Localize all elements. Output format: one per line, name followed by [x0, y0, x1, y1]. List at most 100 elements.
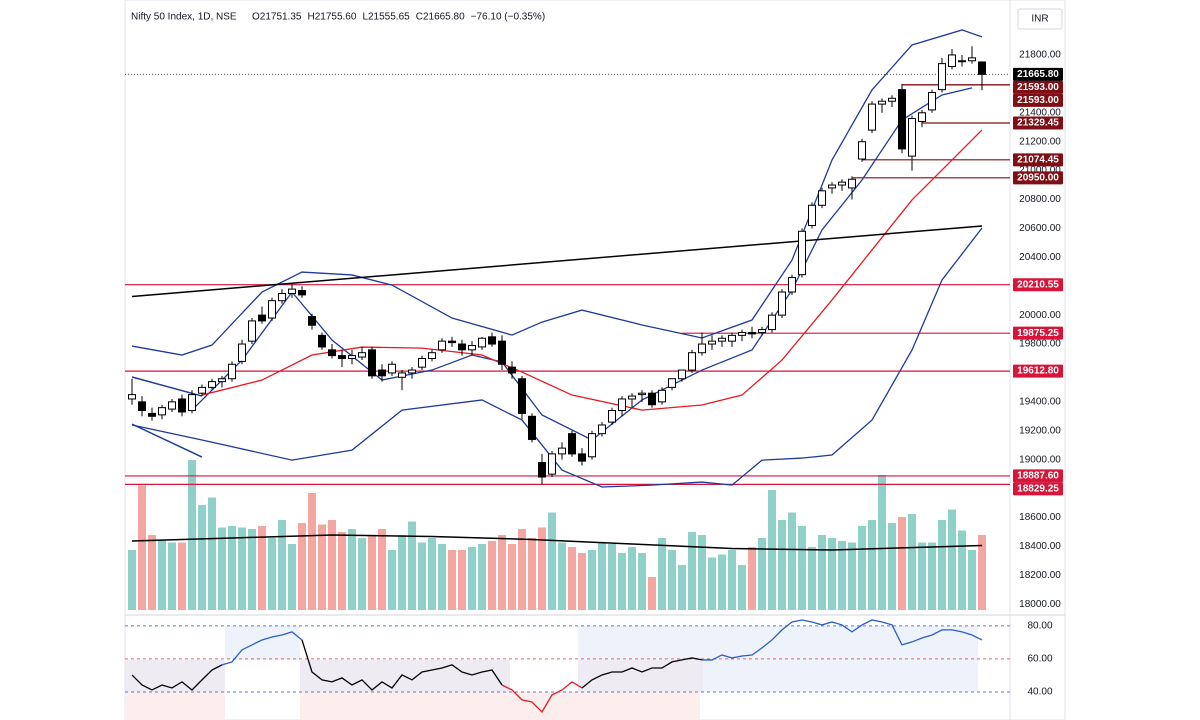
- candle-body: [848, 178, 856, 189]
- volume-bar: [128, 550, 136, 610]
- candle-body: [298, 290, 306, 296]
- volume-bar: [408, 521, 416, 610]
- volume-bar: [348, 529, 356, 610]
- volume-bar: [848, 542, 856, 610]
- candle-body: [388, 363, 396, 374]
- volume-bar: [908, 514, 916, 610]
- candle-body: [418, 357, 426, 368]
- candle-body: [468, 344, 476, 351]
- candle-body: [368, 349, 376, 377]
- volume-bar: [558, 542, 566, 610]
- candle-body: [238, 343, 246, 362]
- level-tag: 19612.80: [1017, 366, 1059, 377]
- volume-bar: [508, 544, 516, 610]
- candle-body: [828, 184, 836, 189]
- volume-bar: [288, 544, 296, 610]
- candle-body: [658, 389, 666, 403]
- volume-bar: [498, 535, 506, 610]
- rsi-tick-label: 40.00: [1027, 687, 1052, 698]
- volume-bar: [448, 550, 456, 610]
- rsi-shade: [703, 660, 978, 692]
- level-tag-bg: [1013, 171, 1063, 185]
- rsi-tick-label: 60.00: [1027, 654, 1052, 665]
- y-tick-label: 18600.00: [1019, 512, 1061, 523]
- volume-bar: [538, 527, 546, 610]
- candle-body: [168, 401, 176, 410]
- volume-bar: [568, 547, 576, 610]
- volume-bar: [828, 538, 836, 610]
- candle-body: [868, 103, 876, 131]
- volume-bar: [318, 524, 326, 610]
- rsi-shade: [300, 692, 700, 720]
- candle-body: [308, 316, 316, 326]
- y-tick-label: 21200.00: [1019, 136, 1061, 147]
- candle-body: [488, 336, 496, 345]
- volume-bar: [468, 547, 476, 610]
- candle-body: [698, 343, 706, 354]
- volume-bar: [548, 512, 556, 610]
- volume-bar: [858, 526, 866, 610]
- level-tag-bg: [1013, 116, 1063, 130]
- candle-body: [478, 337, 486, 348]
- volume-bar: [888, 523, 896, 610]
- candle-body: [358, 352, 366, 358]
- candle-body: [888, 97, 896, 102]
- currency-box[interactable]: [1017, 8, 1063, 30]
- candle-body: [158, 407, 166, 416]
- candle-body: [518, 378, 526, 414]
- volume-bar: [398, 535, 406, 610]
- y-tick-label: 20800.00: [1019, 194, 1061, 205]
- rsi-line: [301, 639, 503, 691]
- rsi-line: [702, 619, 983, 661]
- ohlc-value: H21755.60: [308, 12, 357, 23]
- volume-bar: [528, 538, 536, 610]
- volume-bar: [388, 550, 396, 610]
- volume-bar: [628, 547, 636, 610]
- candle-body: [588, 433, 596, 458]
- volume-bar: [878, 475, 886, 610]
- volume-bar: [668, 550, 676, 610]
- candle-body: [668, 378, 676, 388]
- rsi-line: [131, 664, 223, 691]
- trend-line: [131, 423, 203, 458]
- volume-bar: [718, 554, 726, 610]
- volume-bar: [688, 532, 696, 610]
- volume-bar: [868, 520, 876, 610]
- candle-body: [908, 118, 916, 157]
- last-price-tag: 21665.80: [1017, 69, 1059, 80]
- volume-bar: [328, 520, 336, 610]
- candle-body: [458, 343, 466, 351]
- rsi-shade: [578, 660, 703, 692]
- volume-bar: [258, 526, 266, 610]
- candle-body: [498, 340, 506, 365]
- volume-bar: [648, 577, 656, 610]
- candle-body: [968, 57, 976, 62]
- candle-body: [718, 337, 726, 342]
- last-price-tag-bg: [1013, 67, 1063, 81]
- candle-body: [428, 352, 436, 359]
- candle-body: [448, 340, 456, 344]
- ohlc-value: C21665.80: [416, 12, 465, 23]
- candle-body: [768, 314, 776, 331]
- chart-title: Nifty 50 Index, 1D, NSE: [131, 12, 237, 23]
- volume-bar: [368, 535, 376, 610]
- volume-bar: [178, 542, 186, 610]
- level-tag: 18887.60: [1017, 471, 1059, 482]
- ohlc-value: L21555.65: [362, 12, 410, 23]
- indicator-line: [131, 29, 983, 356]
- volume-bar: [208, 497, 216, 610]
- volume-bar: [138, 485, 146, 610]
- volume-bar: [458, 550, 466, 610]
- volume-bars: [128, 460, 986, 610]
- level-tag: 21593.00: [1017, 82, 1059, 93]
- volume-bar: [158, 539, 166, 610]
- volume-bar: [748, 547, 756, 610]
- candle-body: [558, 447, 566, 455]
- candle-body: [348, 355, 356, 359]
- candle-body: [578, 453, 586, 462]
- currency[interactable]: INR: [1031, 14, 1048, 25]
- volume-bar: [778, 520, 786, 610]
- level-tag: 19875.25: [1017, 328, 1059, 339]
